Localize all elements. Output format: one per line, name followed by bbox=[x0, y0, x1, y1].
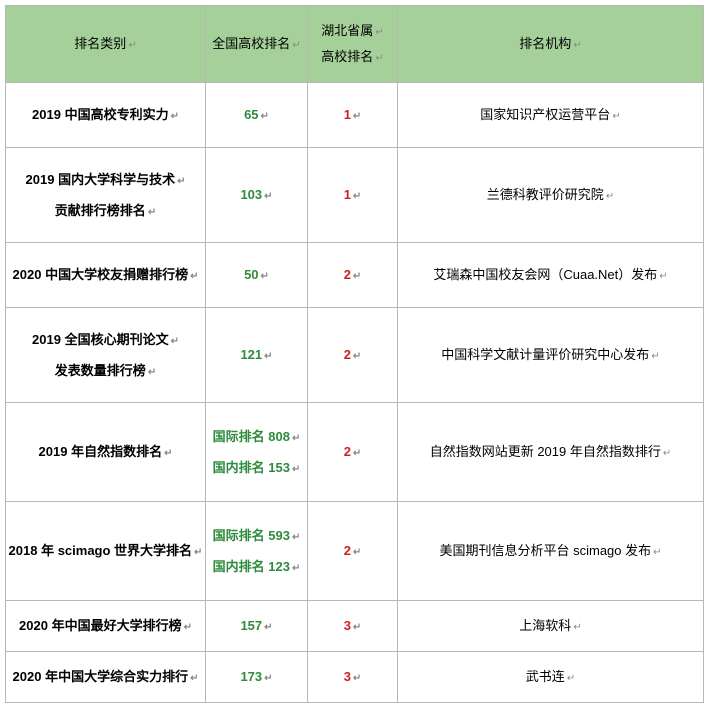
cell-org: 国家知识产权运营平台 bbox=[398, 83, 704, 148]
table-row: 2020 中国大学校友捐赠排行榜502艾瑞森中国校友会网（Cuaa.Net）发布 bbox=[6, 243, 704, 308]
cell-category: 2020 中国大学校友捐赠排行榜 bbox=[6, 243, 206, 308]
table-row: 2019 国内大学科学与技术贡献排行榜排名1031兰德科教评价研究院 bbox=[6, 148, 704, 243]
table-row: 2019 全国核心期刊论文发表数量排行榜1212中国科学文献计量评价研究中心发布 bbox=[6, 308, 704, 403]
cell-org: 自然指数网站更新 2019 年自然指数排行 bbox=[398, 403, 704, 502]
header-org: 排名机构 bbox=[398, 6, 704, 83]
cell-national: 65 bbox=[206, 83, 308, 148]
table-row: 2020 年中国最好大学排行榜1573上海软科 bbox=[6, 601, 704, 652]
cell-national: 国际排名 808国内排名 153 bbox=[206, 403, 308, 502]
cell-org: 武书连 bbox=[398, 652, 704, 703]
cell-category: 2018 年 scimago 世界大学排名 bbox=[6, 502, 206, 601]
cell-category: 2019 全国核心期刊论文发表数量排行榜 bbox=[6, 308, 206, 403]
header-provincial: 湖北省属 高校排名 bbox=[308, 6, 398, 83]
cell-provincial: 1 bbox=[308, 148, 398, 243]
cell-national: 157 bbox=[206, 601, 308, 652]
header-category: 排名类别 bbox=[6, 6, 206, 83]
cell-national: 103 bbox=[206, 148, 308, 243]
cell-provincial: 3 bbox=[308, 652, 398, 703]
table-row: 2019 年自然指数排名国际排名 808国内排名 1532自然指数网站更新 20… bbox=[6, 403, 704, 502]
cell-org: 美国期刊信息分析平台 scimago 发布 bbox=[398, 502, 704, 601]
header-national: 全国高校排名 bbox=[206, 6, 308, 83]
cell-provincial: 2 bbox=[308, 308, 398, 403]
cell-category: 2019 年自然指数排名 bbox=[6, 403, 206, 502]
cell-provincial: 2 bbox=[308, 403, 398, 502]
cell-org: 艾瑞森中国校友会网（Cuaa.Net）发布 bbox=[398, 243, 704, 308]
cell-org: 兰德科教评价研究院 bbox=[398, 148, 704, 243]
table-row: 2019 中国高校专利实力651国家知识产权运营平台 bbox=[6, 83, 704, 148]
table-row: 2020 年中国大学综合实力排行1733武书连 bbox=[6, 652, 704, 703]
cell-category: 2020 年中国最好大学排行榜 bbox=[6, 601, 206, 652]
cell-provincial: 2 bbox=[308, 243, 398, 308]
cell-provincial: 3 bbox=[308, 601, 398, 652]
cell-category: 2019 中国高校专利实力 bbox=[6, 83, 206, 148]
cell-national: 173 bbox=[206, 652, 308, 703]
ranking-table: 排名类别 全国高校排名 湖北省属 高校排名 排名机构 2019 中国高校专利实力… bbox=[5, 5, 704, 703]
cell-national: 国际排名 593国内排名 123 bbox=[206, 502, 308, 601]
cell-national: 50 bbox=[206, 243, 308, 308]
cell-provincial: 2 bbox=[308, 502, 398, 601]
table-row: 2018 年 scimago 世界大学排名国际排名 593国内排名 1232美国… bbox=[6, 502, 704, 601]
cell-national: 121 bbox=[206, 308, 308, 403]
cell-category: 2020 年中国大学综合实力排行 bbox=[6, 652, 206, 703]
cell-category: 2019 国内大学科学与技术贡献排行榜排名 bbox=[6, 148, 206, 243]
cell-org: 中国科学文献计量评价研究中心发布 bbox=[398, 308, 704, 403]
cell-org: 上海软科 bbox=[398, 601, 704, 652]
cell-provincial: 1 bbox=[308, 83, 398, 148]
header-row: 排名类别 全国高校排名 湖北省属 高校排名 排名机构 bbox=[6, 6, 704, 83]
